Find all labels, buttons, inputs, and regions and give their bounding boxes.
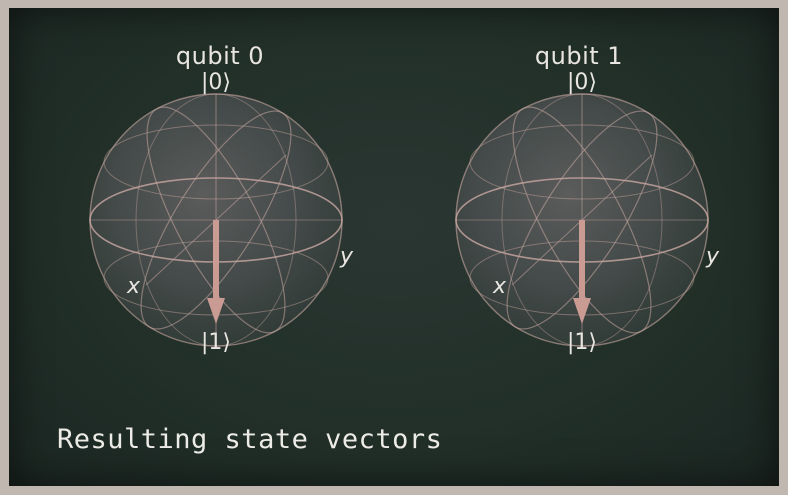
ket-one-label: |1⟩ bbox=[567, 330, 597, 355]
x-axis-label: x bbox=[493, 274, 507, 299]
sphere-title: qubit 1 bbox=[534, 42, 624, 70]
ket-one-label: |1⟩ bbox=[201, 330, 231, 355]
y-axis-label: y bbox=[706, 244, 720, 269]
ket-zero-label: |0⟩ bbox=[567, 70, 597, 95]
state-vector-arrow bbox=[573, 220, 591, 324]
chalkboard: qubit 0 |0⟩ |1⟩ x y qubi bbox=[9, 8, 779, 486]
bloch-sphere-1-graphic bbox=[455, 93, 709, 347]
x-axis-label: x bbox=[127, 274, 141, 299]
state-vector-arrow bbox=[207, 220, 225, 324]
ket-zero-label: |0⟩ bbox=[201, 70, 231, 95]
y-axis-label: y bbox=[340, 244, 354, 269]
bloch-sphere-0-graphic bbox=[89, 93, 343, 347]
caption: Resulting state vectors bbox=[57, 424, 443, 455]
sphere-title: qubit 0 bbox=[175, 42, 265, 70]
